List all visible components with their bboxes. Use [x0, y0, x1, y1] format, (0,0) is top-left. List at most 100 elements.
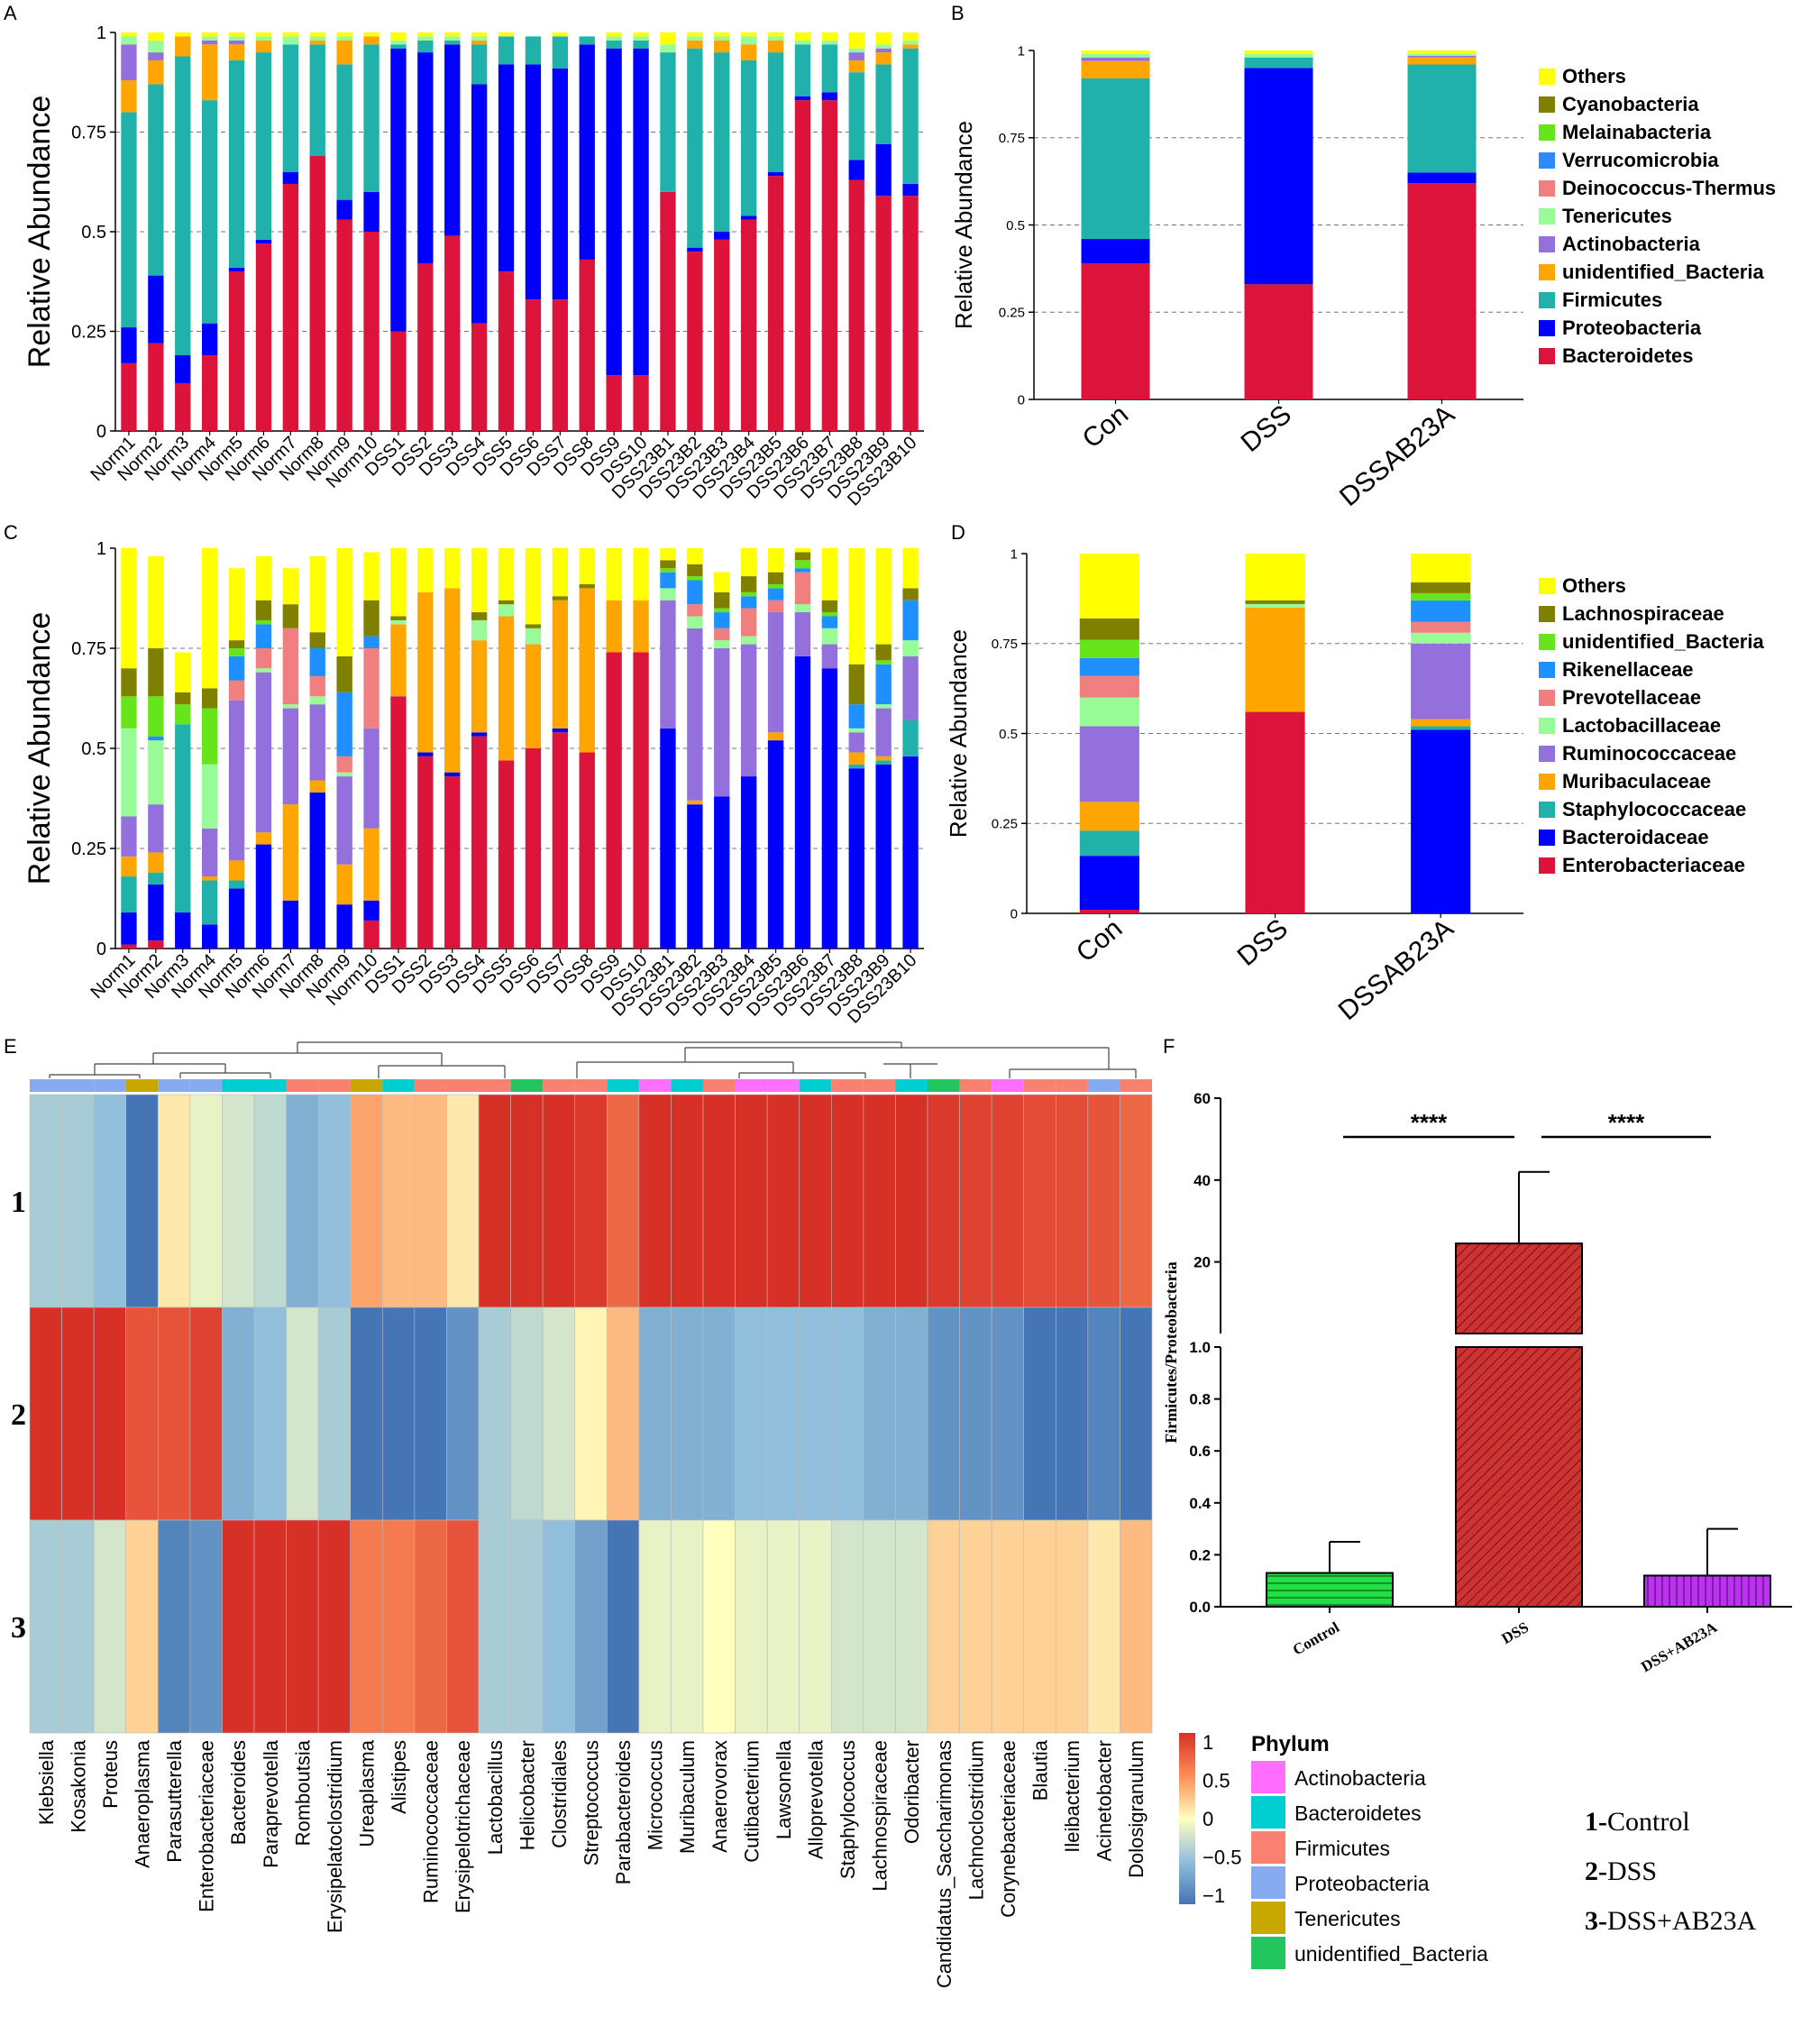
y-tick-label: 40 — [1194, 1172, 1211, 1189]
bar-segment-bacteroidetes-norm7 — [282, 183, 299, 431]
bar-segment-lachnospiraceae-dss23b7 — [821, 600, 838, 613]
bar-segment-enterobacteriaceae-dss7 — [552, 732, 569, 949]
bar-segment-enterobacteriaceae-norm1 — [121, 944, 137, 949]
phylum-legend-label-tenericutes: Tenericutes — [1294, 1907, 1401, 1930]
heatmap-cell-2-lawsonella — [766, 1306, 800, 1521]
bar-segment-unidentified-bacteria-dss23b8 — [848, 60, 864, 73]
bar-segment-firmicutes-dss23b5 — [767, 52, 784, 172]
bar-segment-proteobacteria-dss8 — [579, 44, 595, 260]
heatmap-cell-3-micrococcus — [638, 1519, 672, 1734]
bar-segment-others-dss23b2 — [687, 32, 703, 37]
bar-segment-ruminococcaceae-norm5 — [228, 700, 245, 861]
bar-segment-others-dss8 — [579, 548, 595, 584]
heatmap-column-label-enterobacteriaceae: Enterobacteriaceae — [196, 1740, 218, 1912]
bar-segment-enterobacteriaceae-norm2 — [148, 940, 164, 949]
y-axis-title: Relative Abundance — [23, 96, 57, 368]
phylum-annotation-bacteroides — [222, 1079, 254, 1092]
bar-segment-ruminococcaceae-norm10 — [363, 728, 380, 829]
bar-segment-lachnospiraceae-dss23b8 — [848, 664, 864, 705]
bar-segment-ruminococcaceae-dssab23a — [1411, 643, 1471, 720]
y-tick-label: 0 — [1018, 392, 1025, 408]
bar-segment-muribaculaceae-dss10 — [633, 600, 649, 653]
bar-segment-unidentified-bacteria-fam-dss23b9 — [875, 660, 892, 665]
bar-segment-others-dss9 — [606, 32, 622, 37]
bar-segment-others-dss3 — [444, 548, 461, 589]
bar-segment-rikenellaceae-norm6 — [255, 624, 272, 648]
heatmap-cell-2-klebsiella — [29, 1306, 62, 1521]
bar-segment-firmicutes-dss23b4 — [740, 60, 757, 216]
legend-label-lactobacillaceae: Lactobacillaceae — [1562, 714, 1721, 737]
heatmap-column-label-odoribacter: Odoribacter — [901, 1740, 923, 1844]
bar-segment-unidentified-bacteria-dss23b3 — [714, 40, 730, 53]
heatmap-cell-1-cutibacterium — [735, 1094, 768, 1308]
bar-segment-proteobacteria-norm5 — [228, 267, 245, 272]
bar-segment-bacteroidaceae-norm6 — [255, 844, 272, 949]
bar-segment-others-norm9 — [336, 548, 352, 656]
bar-segment-others-dss23b9 — [875, 32, 892, 45]
bar-segment-others-norm7 — [282, 568, 299, 605]
y-tick-label: 0.5 — [81, 739, 106, 759]
bar-segment-unidentified-bacteria-fam-dss23b6 — [794, 560, 811, 569]
bar-segment-others-dss23b7 — [821, 32, 838, 41]
y-tick-label: 0.75 — [992, 637, 1018, 652]
bar-segment-bacteroidetes-dss10 — [633, 375, 649, 431]
bar-segment-lactobacillaceae-dss23b2 — [687, 616, 703, 628]
bar-segment-others-dss23b6 — [794, 32, 811, 41]
colorbar-tick-label: −0.5 — [1203, 1847, 1241, 1869]
bar-segment-muribaculaceae-dss23b2 — [687, 800, 703, 805]
bar-segment-staphylococcaceae-con — [1079, 830, 1139, 857]
bar-segment-lachnospiraceae-dss8 — [579, 583, 595, 589]
phylum-legend-swatch-bacteroidetes — [1251, 1796, 1285, 1829]
bar-segment-unidentified-bacteria-norm5 — [228, 44, 245, 60]
bar-segment-others-dss23b1 — [660, 32, 676, 45]
bar-segment-others-norm5 — [228, 568, 245, 641]
bar-segment-prevotellaceae-dss23b6 — [794, 572, 811, 605]
heatmap-cell-1-muribaculum — [671, 1094, 704, 1308]
heatmap-cell-1-anaerovorax — [702, 1094, 736, 1308]
bar-segment-prevotellaceae-dss23b2 — [687, 604, 703, 617]
bar-segment-proteobacteria-dss — [1244, 68, 1313, 285]
heatmap-cell-3-proteus — [93, 1519, 127, 1734]
bar-segment-others-dss2 — [417, 32, 434, 37]
y-axis-title: Relative Abundance — [945, 629, 972, 838]
bar-segment-others-norm6 — [255, 555, 272, 600]
bar-segment-bacteroidetes-dss23b9 — [875, 196, 892, 431]
bar-segment-muribaculaceae-dssab23a — [1411, 719, 1471, 727]
bar-segment-proteobacteria-dss7 — [552, 68, 569, 300]
phylum-legend-swatch-tenericutes — [1251, 1902, 1285, 1934]
heatmap-cell-3-alloprevotella — [799, 1519, 832, 1734]
bar-segment-enterobacteriaceae-dss3 — [444, 776, 461, 949]
legend-swatch-proteobacteria — [1539, 320, 1555, 336]
legend-swatch-deinococcus-thermus — [1539, 180, 1555, 197]
bar-segment-bacteroidetes-dss3 — [444, 235, 461, 431]
phylum-annotation-lactobacillus — [479, 1079, 511, 1092]
heatmap-cell-3-helicobacter — [510, 1519, 544, 1734]
heatmap-cell-1-alistipes — [381, 1094, 416, 1308]
bar-segment-tenericutes-norm9 — [336, 36, 352, 41]
bar-segment-proteobacteria-dss3 — [444, 44, 461, 236]
phylum-annotation-erysipelatoclostridium — [318, 1079, 351, 1092]
bar-segment-enterobacteriaceae-dss10 — [633, 652, 649, 949]
heatmap-column-label-bacteroides: Bacteroides — [227, 1740, 250, 1845]
bar-segment-actinobacteria-norm2 — [148, 52, 164, 60]
bar-segment-prevotellaceae-norm5 — [228, 680, 245, 701]
bar-segment-unidentified-bacteria-fam-norm1 — [121, 696, 137, 729]
bar-segment-proteobacteria-norm1 — [121, 327, 137, 363]
bar-segment-ruminococcaceae-norm8 — [309, 704, 325, 781]
heatmap-cell-2-cutibacterium — [735, 1306, 768, 1521]
bar-segment-lachnospiraceae-dss23b9 — [875, 644, 892, 661]
phylum-legend-label-bacteroidetes: Bacteroidetes — [1294, 1801, 1422, 1825]
heatmap-column-label-lactobacillus: Lactobacillus — [484, 1740, 507, 1855]
legend-label-verrucomicrobia: Verrucomicrobia — [1562, 149, 1719, 171]
legend-label-others: Others — [1562, 574, 1626, 597]
legend-swatch-cyanobacteria — [1539, 96, 1555, 113]
bar-segment-others-norm1 — [121, 548, 137, 669]
bar-segment-others-dss7 — [552, 32, 569, 37]
legend-label-unidentified-bacteria: unidentified_Bacteria — [1562, 261, 1764, 283]
bar-segment-firmicutes-norm9 — [336, 64, 352, 200]
bar-segment-lactobacillaceae-norm1 — [121, 728, 137, 817]
bar-segment-lachnospiraceae-norm1 — [121, 668, 137, 697]
bar-segment-lachnospiraceae-dss23b10 — [902, 588, 919, 600]
heatmap-column-label-lachnospiraceae: Lachnospiraceae — [869, 1740, 892, 1892]
bar-segment-bacteroidetes-dss9 — [606, 375, 622, 431]
